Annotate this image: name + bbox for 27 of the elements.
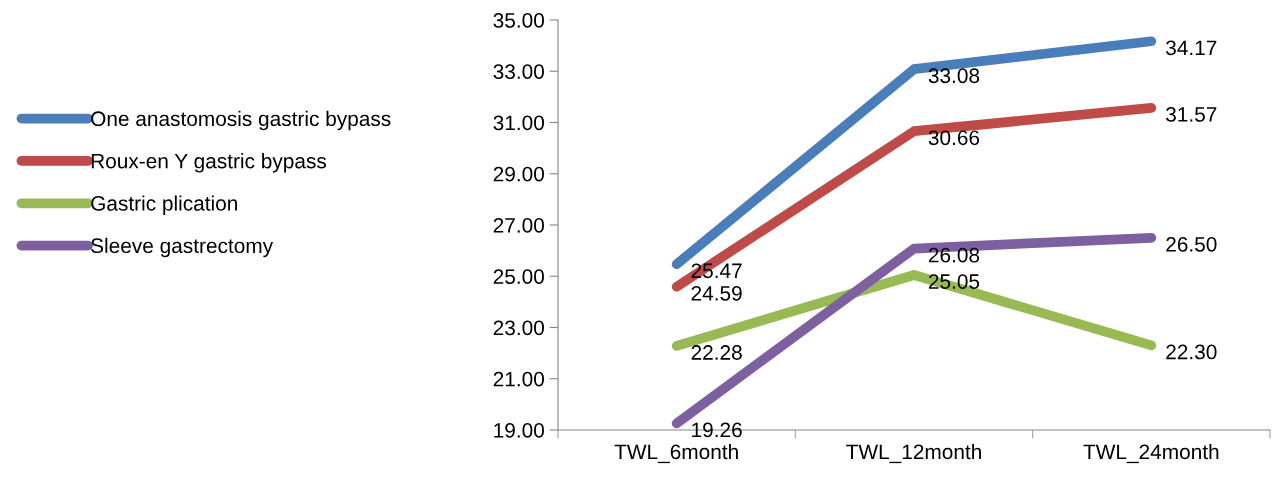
y-tick-label: 33.00: [493, 64, 544, 79]
x-tick-label: TWL_12month: [846, 443, 981, 464]
x-tick-label: TWL_24month: [1083, 443, 1219, 464]
data-label: 24.59: [691, 285, 742, 301]
data-label: 30.66: [928, 130, 980, 146]
data-label: 33.08: [928, 68, 980, 84]
data-label: 31.57: [1166, 107, 1217, 122]
y-tick-label: 25.00: [493, 269, 544, 284]
y-tick-label: 29.00: [493, 166, 544, 182]
data-label: 22.28: [691, 345, 742, 360]
y-tick-label: 35.00: [493, 13, 544, 28]
y-tick-label: 27.00: [493, 218, 544, 233]
legend-label: One anastomosis gastric bypass: [91, 110, 391, 131]
data-label: 34.17: [1166, 40, 1217, 56]
data-label: 25.05: [928, 274, 980, 289]
x-tick-label: TWL_6month: [614, 443, 738, 464]
data-label: 19.26: [692, 422, 742, 438]
data-label: 26.08: [928, 247, 980, 263]
data-label: 22.30: [1166, 344, 1217, 360]
legend-label: Roux-en Y gastric bypass: [91, 153, 327, 173]
data-label: 26.50: [1166, 236, 1217, 252]
y-tick-label: 21.00: [493, 371, 544, 387]
legend-label: Sleeve gastrectomy: [91, 237, 274, 258]
y-tick-label: 31.00: [493, 115, 544, 131]
legend-label: Gastric plication: [91, 195, 237, 215]
y-tick-label: 19.00: [494, 423, 544, 438]
y-tick-label: 23.00: [493, 320, 544, 336]
